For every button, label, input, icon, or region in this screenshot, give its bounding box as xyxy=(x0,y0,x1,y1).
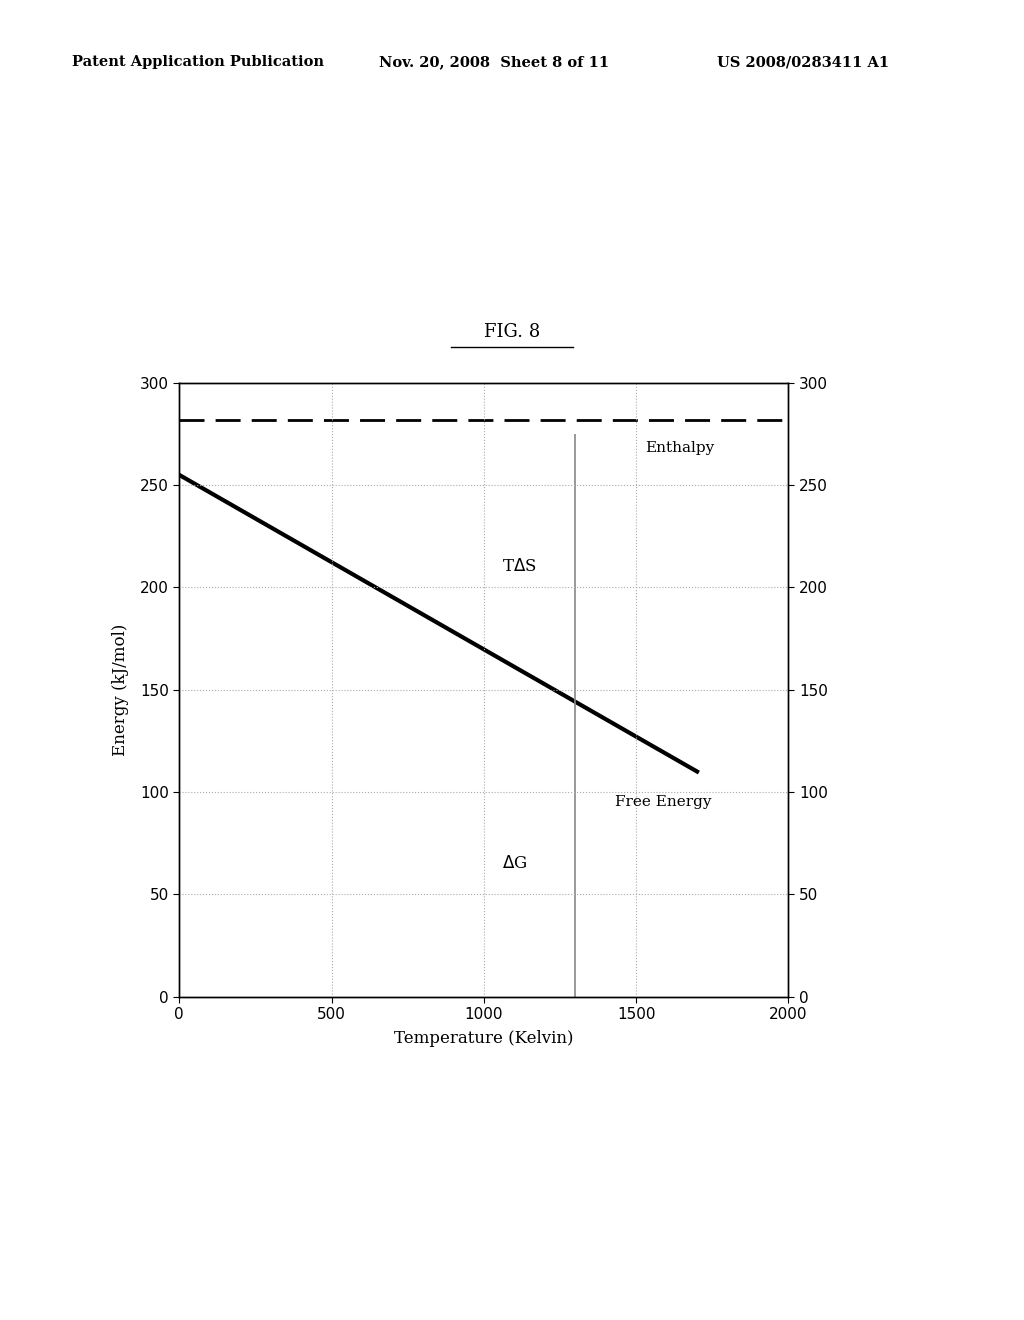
Text: Enthalpy: Enthalpy xyxy=(645,441,715,455)
Text: Free Energy: Free Energy xyxy=(614,795,712,809)
Text: US 2008/0283411 A1: US 2008/0283411 A1 xyxy=(717,55,889,70)
Text: Patent Application Publication: Patent Application Publication xyxy=(72,55,324,70)
Text: Nov. 20, 2008  Sheet 8 of 11: Nov. 20, 2008 Sheet 8 of 11 xyxy=(379,55,609,70)
Text: $\Delta$G: $\Delta$G xyxy=(502,855,527,873)
Y-axis label: Energy (kJ/mol): Energy (kJ/mol) xyxy=(112,623,129,756)
Text: T$\Delta$S: T$\Delta$S xyxy=(502,558,537,576)
X-axis label: Temperature (Kelvin): Temperature (Kelvin) xyxy=(394,1031,573,1047)
Text: FIG. 8: FIG. 8 xyxy=(484,323,540,342)
